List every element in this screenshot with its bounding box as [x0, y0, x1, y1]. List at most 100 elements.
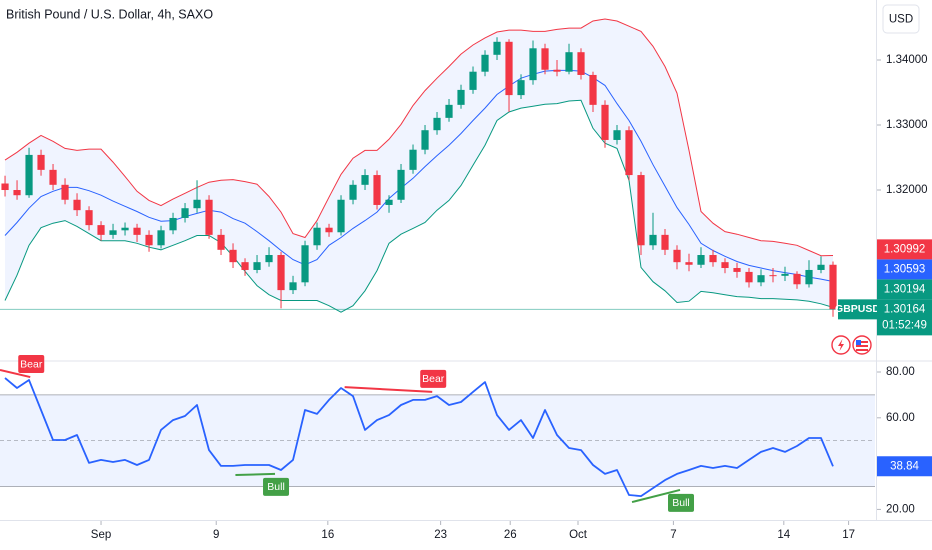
candle-body	[565, 52, 573, 72]
flag-stripe	[856, 349, 868, 351]
band-line	[4, 18, 834, 257]
candle-body	[37, 154, 45, 170]
band-label: 1.30992	[884, 243, 926, 255]
candle-body	[613, 130, 621, 140]
band-fill	[5, 19, 833, 313]
candle-body	[577, 52, 585, 75]
candle-body	[409, 149, 417, 170]
candle-body	[529, 48, 537, 81]
x-tick-label: Sep	[91, 529, 111, 541]
candle-body	[781, 273, 789, 276]
divergence-label: Bear	[20, 358, 43, 370]
symbol-badge	[838, 299, 877, 320]
price-badge	[877, 299, 932, 336]
x-tick-label: 23	[434, 529, 447, 541]
candle-body	[229, 249, 237, 263]
divergence-badge	[263, 477, 290, 496]
plot-layer: 1.34000 1.33000 1.32000 Sep 9 16 23 26 Oct 7 14 17 G…	[0, 18, 932, 541]
rsi-line	[4, 377, 834, 497]
currency-button[interactable]	[882, 4, 920, 34]
y-tick-label: 80.00	[886, 366, 915, 378]
candle-body	[61, 184, 69, 200]
candle-body	[181, 208, 189, 218]
divergence-label: Bull	[672, 497, 690, 509]
divergence-badge	[420, 369, 447, 388]
divergence-label: Bear	[422, 373, 445, 385]
candle-body	[505, 41, 513, 96]
alert-icon[interactable]	[831, 335, 851, 355]
candle-body	[205, 199, 213, 235]
candle-body	[337, 199, 345, 233]
candle-body	[733, 268, 741, 272]
candle-body	[793, 273, 801, 285]
x-tick-label: 9	[213, 529, 219, 541]
candle-body	[169, 217, 177, 231]
candle-body	[289, 282, 297, 291]
candle-body	[709, 255, 717, 263]
candle-body	[493, 41, 501, 55]
candle-body	[517, 80, 525, 96]
candle-body	[301, 245, 309, 283]
candle-body	[121, 227, 129, 231]
candle-body	[73, 199, 81, 211]
candle-body	[685, 262, 693, 265]
band-badge	[877, 239, 932, 260]
candle-body	[217, 234, 225, 250]
candle-body	[97, 225, 105, 235]
price-label: 1.30164	[884, 303, 926, 315]
candle-body	[193, 199, 201, 209]
chart-title: British Pound / U.S. Dollar, 4h, SAXO	[6, 7, 213, 21]
candle-body	[145, 234, 153, 246]
candle-body	[421, 130, 429, 150]
candle-body	[433, 117, 441, 131]
candle-body	[481, 54, 489, 72]
candle-body	[241, 262, 249, 270]
x-tick-label: 17	[842, 529, 855, 541]
title-backdrop	[0, 2, 180, 26]
candle-body	[361, 175, 369, 185]
divergence-badge	[18, 355, 45, 374]
band-label: 1.30194	[884, 283, 926, 295]
candle-body	[589, 74, 597, 105]
candle-body	[385, 199, 393, 205]
currency-label[interactable]: USD	[889, 14, 913, 26]
candle-body	[541, 48, 549, 70]
candle-body	[373, 175, 381, 205]
y-tick-label: 1.34000	[886, 54, 928, 66]
candle-body	[325, 227, 333, 233]
flag-icon[interactable]	[852, 335, 872, 355]
candle-body	[649, 234, 657, 246]
divergence-label: Bull	[267, 481, 285, 493]
divergence-badge	[668, 493, 695, 512]
y-tick-label: 20.00	[886, 503, 915, 515]
rsi-badge	[877, 456, 932, 477]
x-tick-label: 16	[321, 529, 334, 541]
candle-body	[85, 210, 93, 226]
x-tick-label: Oct	[569, 529, 588, 541]
candle-body	[601, 104, 609, 140]
divergence-line	[344, 386, 433, 393]
candle-body	[745, 271, 753, 283]
y-tick-label: 1.32000	[886, 184, 928, 196]
candle-body	[313, 227, 321, 246]
candle-body	[253, 262, 261, 270]
candle-body	[721, 262, 729, 269]
y-tick-label: 60.00	[886, 412, 915, 424]
divergence-line	[235, 472, 276, 477]
flag-stripe	[856, 345, 868, 347]
candle-body	[109, 230, 117, 235]
candle-body	[457, 89, 465, 105]
candle-body	[625, 130, 633, 176]
x-tick-label: 14	[777, 529, 790, 541]
candle-body	[1, 183, 9, 191]
candle-body	[25, 154, 33, 196]
candle-body	[49, 169, 57, 185]
flag-canton	[856, 340, 861, 345]
candle-body	[661, 234, 669, 250]
divergence-line	[631, 488, 681, 504]
candle-body	[349, 184, 357, 200]
candle-body	[757, 275, 765, 283]
candle-body	[277, 255, 285, 291]
